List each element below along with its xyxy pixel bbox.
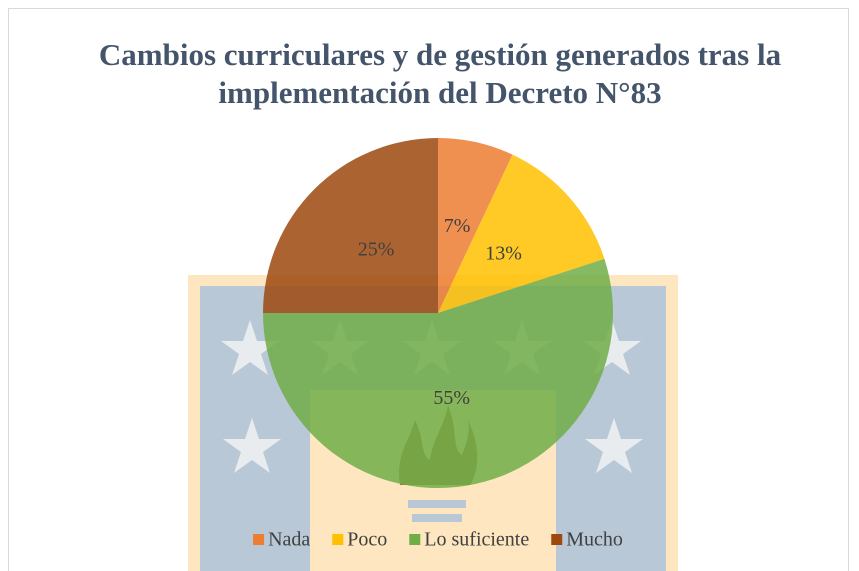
data-labels: 7% 13% 55% 25% — [358, 215, 522, 409]
legend-swatch — [332, 534, 344, 545]
pie-slice — [263, 138, 438, 313]
legend-label: Nada — [268, 529, 310, 551]
chart-title: Cambios curriculares y de gestión genera… — [98, 37, 782, 110]
pie-slice — [438, 138, 513, 313]
legend-swatch — [253, 534, 265, 545]
legend-label: Poco — [347, 529, 387, 551]
pie-slice — [438, 154, 605, 313]
data-label: 25% — [358, 239, 395, 261]
pie-slice — [263, 258, 613, 489]
legend-swatch — [551, 534, 563, 545]
data-label: 55% — [433, 387, 470, 409]
legend-label: Mucho — [566, 529, 623, 551]
legend-swatch — [409, 534, 421, 545]
pie — [263, 138, 613, 489]
data-label: 7% — [444, 215, 471, 237]
legend-label: Lo suficiente — [424, 529, 529, 551]
data-label: 13% — [485, 243, 522, 265]
legend: Nada Poco Lo suficiente Mucho — [253, 529, 623, 551]
